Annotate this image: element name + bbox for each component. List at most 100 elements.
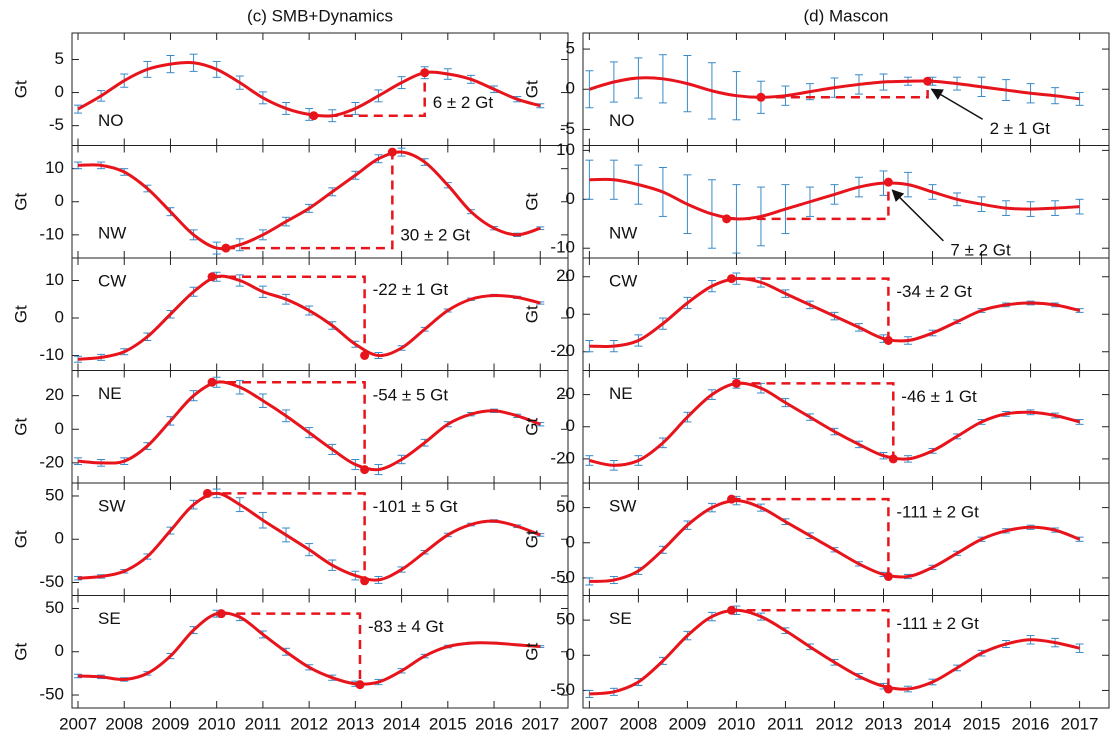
y-tick-label: 5 xyxy=(55,49,64,68)
data-line xyxy=(589,277,1080,349)
y-tick-label: -50 xyxy=(550,680,575,699)
data-line xyxy=(589,608,1080,696)
x-tick-label: 2014 xyxy=(914,714,952,733)
highlight-point xyxy=(207,272,217,282)
annotation: 7 ± 2 Gt xyxy=(950,240,1011,259)
y-tick-label: 0 xyxy=(566,304,575,323)
highlight-point xyxy=(216,609,226,619)
y-tick-label: -20 xyxy=(39,452,64,471)
panel-frame xyxy=(71,482,569,596)
amplitude-guide xyxy=(207,492,366,581)
y-tick-label: 0 xyxy=(55,419,64,438)
y-tick-label: 50 xyxy=(45,485,64,504)
y-tick-label: 0 xyxy=(55,191,64,210)
highlight-point xyxy=(883,684,893,694)
y-axis-label: Gt xyxy=(522,418,541,436)
data-line xyxy=(77,380,541,472)
highlight-point xyxy=(360,465,370,475)
highlight-point xyxy=(727,274,737,284)
data-line xyxy=(588,76,1080,101)
annotation: -101 ± 5 Gt xyxy=(373,497,458,516)
highlight-point xyxy=(207,377,217,387)
error-bar xyxy=(1075,198,1084,215)
y-tick-label: -20 xyxy=(550,448,575,467)
panel-frame xyxy=(71,257,569,371)
data-line xyxy=(77,274,541,361)
y-tick-label: 0 xyxy=(55,82,64,101)
x-tick-label: 2014 xyxy=(383,714,421,733)
x-tick-label: 2011 xyxy=(245,714,282,733)
highlight-point xyxy=(360,576,370,586)
panel-frame xyxy=(582,370,1110,484)
region-label: NW xyxy=(98,223,126,242)
highlight-point xyxy=(355,680,365,690)
y-axis-label: Gt xyxy=(11,80,30,98)
annotation: 2 ± 1 Gt xyxy=(990,119,1051,138)
highlight-point xyxy=(309,111,319,121)
region-label: NE xyxy=(609,384,633,403)
x-tick-label: 2010 xyxy=(198,714,236,733)
x-tick-label: 2009 xyxy=(152,714,190,733)
x-tick-label: 2010 xyxy=(718,714,756,733)
column-title: (c) SMB+Dynamics xyxy=(247,6,393,25)
region-label: NO xyxy=(98,111,124,130)
region-label: CW xyxy=(98,271,126,290)
annotation: 30 ± 2 Gt xyxy=(400,226,470,245)
x-tick-label: 2015 xyxy=(429,714,467,733)
panel-frame xyxy=(582,595,1110,709)
y-tick-label: 20 xyxy=(556,384,575,403)
highlight-point xyxy=(731,378,741,388)
data-line xyxy=(77,150,541,251)
y-tick-label: 10 xyxy=(556,140,575,159)
amplitude-guide xyxy=(212,381,366,470)
data-line xyxy=(589,381,1080,467)
y-tick-label: 0 xyxy=(566,416,575,435)
amplitude-guide xyxy=(731,497,890,577)
y-tick-label: -5 xyxy=(49,115,64,134)
y-tick-label: 0 xyxy=(566,532,575,551)
annotation: -34 ± 2 Gt xyxy=(896,282,972,301)
panel-frame xyxy=(71,595,569,709)
y-axis-label: Gt xyxy=(522,643,541,661)
y-tick-label: 5 xyxy=(566,39,575,58)
annotation: -111 ± 2 Gt xyxy=(896,503,979,522)
y-axis-label: Gt xyxy=(11,530,30,548)
y-axis-label: Gt xyxy=(11,193,30,211)
region-label: SW xyxy=(609,496,636,515)
y-tick-label: 20 xyxy=(45,385,64,404)
x-tick-label: 2007 xyxy=(59,714,97,733)
x-tick-label: 2011 xyxy=(767,714,804,733)
y-tick-label: 0 xyxy=(566,645,575,664)
column-title: (d) Mascon xyxy=(803,6,888,25)
highlight-point xyxy=(883,177,893,187)
y-tick-label: -10 xyxy=(39,345,64,364)
highlight-point xyxy=(722,214,732,224)
panel-frame xyxy=(71,370,569,484)
data-line xyxy=(77,611,541,686)
y-tick-label: -50 xyxy=(39,572,64,591)
annotation: -111 ± 2 Gt xyxy=(896,614,979,633)
amplitude-guide xyxy=(225,152,394,250)
highlight-point xyxy=(727,605,737,615)
y-tick-label: 0 xyxy=(566,79,575,98)
y-tick-label: 50 xyxy=(556,497,575,516)
y-tick-label: -20 xyxy=(550,341,575,360)
x-tick-label: 2012 xyxy=(816,714,854,733)
annotation: -22 ± 1 Gt xyxy=(373,280,449,299)
data-line xyxy=(77,60,541,118)
amplitude-guide xyxy=(212,275,366,356)
annotation: -83 ± 4 Gt xyxy=(368,617,444,636)
y-tick-label: 0 xyxy=(55,529,64,548)
y-tick-label: -50 xyxy=(550,567,575,586)
x-tick-label: 2007 xyxy=(570,714,608,733)
y-tick-label: 0 xyxy=(55,641,64,660)
region-label: SW xyxy=(98,496,125,515)
y-axis-label: Gt xyxy=(522,193,541,211)
y-axis-label: Gt xyxy=(11,643,30,661)
amplitude-guide xyxy=(731,277,890,341)
y-tick-label: -10 xyxy=(550,238,575,257)
highlight-point xyxy=(360,351,370,360)
region-label: SE xyxy=(98,609,121,628)
region-label: NO xyxy=(609,111,635,130)
